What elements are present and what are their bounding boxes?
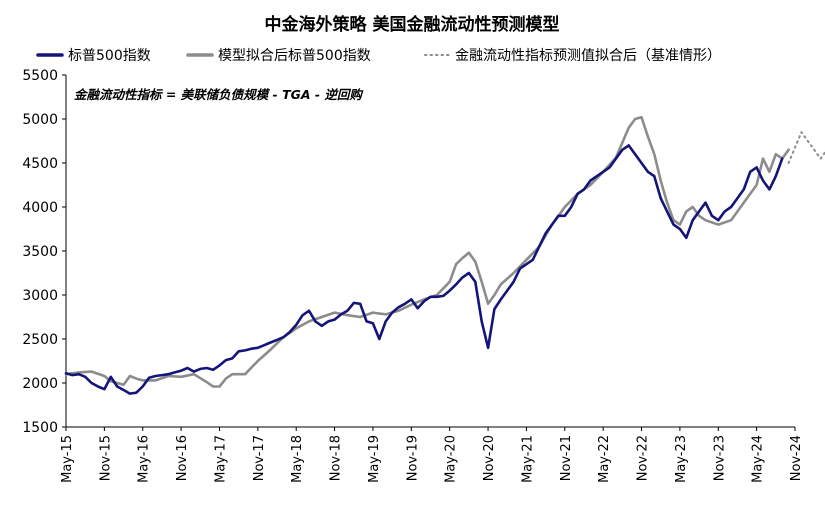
y-tick-label: 2000 <box>22 376 58 392</box>
axes: 1500 2000 2500 3000 3500 4000 4500 5000 5500 May-… <box>22 68 804 483</box>
x-tick-label: May-17 <box>213 435 228 483</box>
x-tick-label: Nov-21 <box>559 435 574 481</box>
legend: 标普500指数 模型拟合后标普500指数 金融流动性指标预测值拟合后（基准情形） <box>36 47 721 64</box>
x-tick-label: May-20 <box>444 435 459 483</box>
x-tick-label: May-21 <box>520 435 535 483</box>
y-tick-label: 3000 <box>22 288 58 304</box>
y-tick-label: 4500 <box>22 156 58 172</box>
x-tick-label: May-19 <box>367 435 382 483</box>
legend-label-2: 金融流动性指标预测值拟合后（基准情形） <box>455 47 721 64</box>
x-tick-label: May-23 <box>674 435 689 483</box>
y-tick-label: 5500 <box>22 68 58 84</box>
x-tick-label: Nov-18 <box>329 435 344 481</box>
chart-title: 中金海外策略 美国金融流动性预测模型 <box>265 14 560 35</box>
series-layer <box>64 115 825 395</box>
x-tick-label: May-18 <box>290 435 305 483</box>
x-tick-label: Nov-24 <box>789 435 804 481</box>
x-tick-label: Nov-20 <box>482 435 497 481</box>
y-tick-label: 4000 <box>22 200 58 216</box>
series-line-1 <box>64 115 790 388</box>
legend-label-0: 标普500指数 <box>68 48 151 64</box>
x-tick-label: May-24 <box>751 435 766 483</box>
y-tick-label: 1500 <box>22 420 58 436</box>
x-tick-label: Nov-23 <box>712 435 727 481</box>
chart-annotation: 金融流动性指标 = 美联储负债规模 - TGA - 逆回购 <box>74 87 364 102</box>
x-tick-label: May-15 <box>60 435 75 483</box>
series-line-2 <box>787 131 825 164</box>
x-tick-label: Nov-22 <box>636 435 651 481</box>
y-tick-label: 2500 <box>22 332 58 348</box>
x-tick-label: May-22 <box>597 435 612 483</box>
y-tick-label: 3500 <box>22 244 58 260</box>
x-tick-label: Nov-17 <box>252 435 267 481</box>
legend-label-1: 模型拟合后标普500指数 <box>218 48 371 64</box>
y-tick-label: 5000 <box>22 112 58 128</box>
series-line-0 <box>64 144 784 395</box>
x-tick-label: Nov-19 <box>405 435 420 481</box>
x-tick-label: May-16 <box>137 435 152 483</box>
x-tick-label: Nov-15 <box>98 435 113 481</box>
x-tick-label: Nov-16 <box>175 435 190 481</box>
